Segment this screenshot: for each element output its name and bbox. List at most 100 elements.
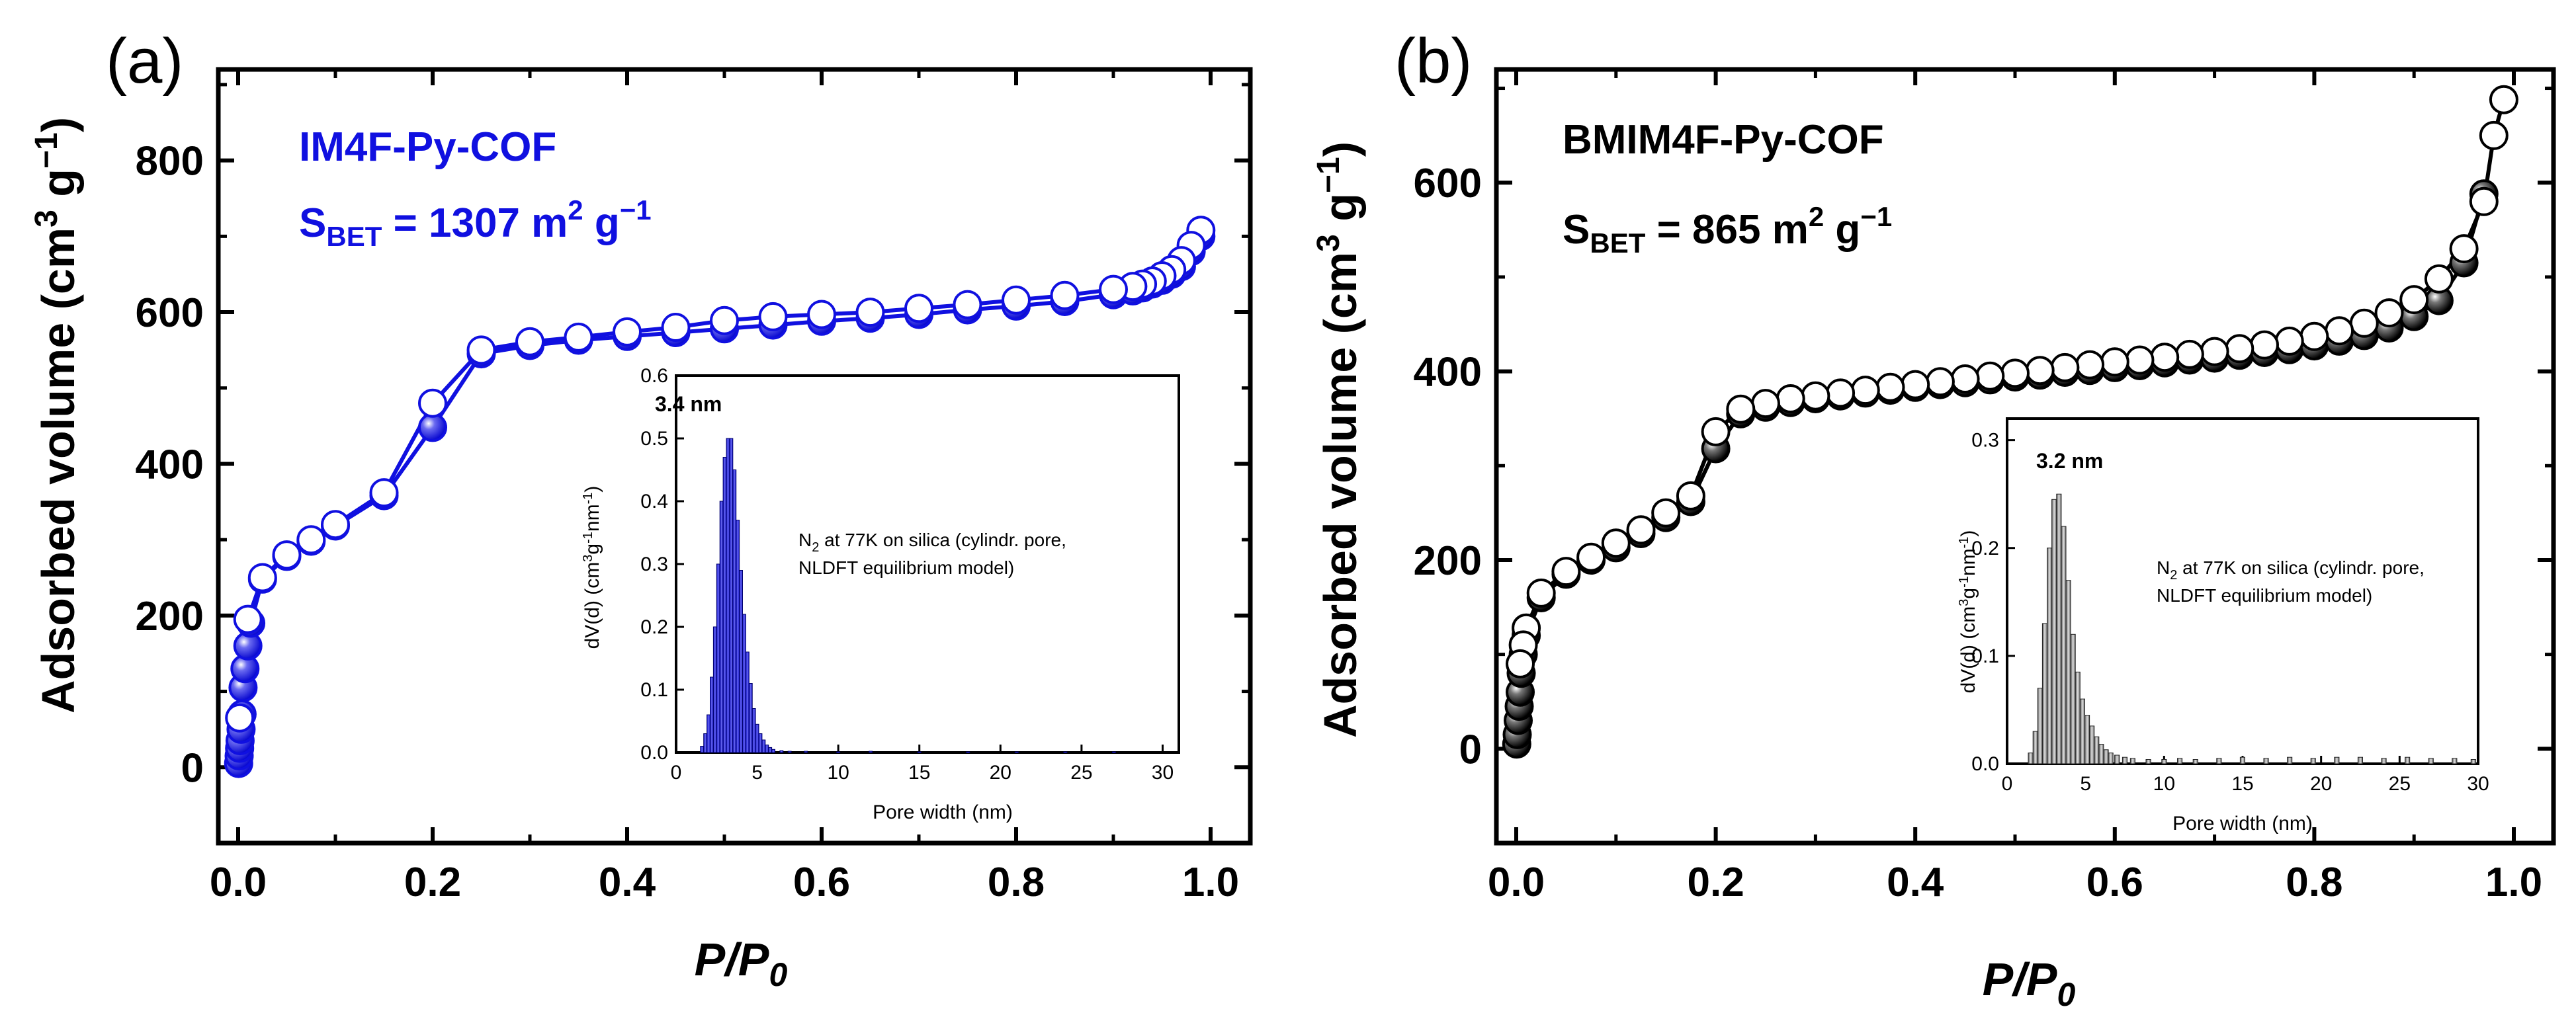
- inset-bar: [2061, 526, 2067, 764]
- panel-a-sbet-unit: g: [583, 200, 620, 246]
- inset-x-tick-label: 0: [2002, 773, 2013, 795]
- panel-a-inset-note-line2: NLDFT equilibrium model): [798, 557, 1014, 578]
- desorption-point: [1875, 372, 1905, 402]
- inset-bar: [1112, 751, 1116, 753]
- panel-a-inset-y-label-exp3: -1: [581, 493, 595, 505]
- panel-b-sbet: SBET = 865 m2 g−1: [1563, 201, 1892, 259]
- panel-a-y-label-exp: 3: [29, 210, 64, 227]
- inset-x-tick-label: 15: [908, 762, 930, 784]
- inset-bar: [707, 714, 710, 753]
- inset-bar: [700, 746, 705, 753]
- inset-bar: [722, 457, 727, 753]
- y-tick-label: 600: [1414, 161, 1482, 206]
- inset-x-tick-label: 10: [2153, 773, 2175, 795]
- panel-a-inset-y-label-g: g: [581, 544, 603, 555]
- panel-a-sbet-exp: 2: [568, 194, 583, 225]
- inset-bar: [2381, 758, 2387, 764]
- panel-b-x-tick-labels: 0.0 0.2 0.4 0.6 0.8 1.0: [1488, 860, 2542, 905]
- y-tick-label: 400: [136, 442, 204, 487]
- panel-a-y-label-main: Adsorbed volume (cm: [32, 227, 84, 713]
- x-tick-label: 0.6: [2086, 860, 2143, 905]
- inset-bar: [761, 739, 766, 753]
- desorption-point: [233, 604, 263, 634]
- inset-frame: [2006, 417, 2479, 765]
- panel-a-axes: [216, 67, 1253, 846]
- inset-bar: [2070, 633, 2076, 764]
- inset-bar: [768, 747, 773, 753]
- inset-bar: [2129, 758, 2135, 764]
- x-tick-label: 0.8: [988, 860, 1045, 905]
- desorption-point: [296, 525, 326, 555]
- desorption-point: [2424, 264, 2454, 294]
- inset-bar: [748, 683, 753, 753]
- inset-bar: [2161, 759, 2167, 764]
- panel-b-inset-y-label-exp2: -1: [1957, 576, 1971, 588]
- y-tick-label: 0: [1459, 727, 1482, 772]
- panel-a-inset-note-sub: 2: [812, 540, 819, 555]
- inset-bar: [2094, 736, 2100, 764]
- inset-bar: [703, 733, 708, 753]
- desorption-point: [2449, 234, 2479, 264]
- y-tick-label: 0: [181, 745, 204, 791]
- inset-bar: [2428, 758, 2434, 764]
- desorption-point: [613, 317, 642, 346]
- inset-bar: [2065, 580, 2071, 764]
- panel-b-y-label-mid: g: [1314, 193, 1366, 234]
- desorption-point: [1975, 361, 2005, 391]
- panel-b-inset-axes: [2006, 417, 2479, 765]
- desorption-point: [515, 327, 544, 356]
- panel-a-inset-axes: [675, 374, 1180, 754]
- desorption-point: [1506, 649, 1535, 678]
- desorption-point: [321, 510, 350, 540]
- panel-a-series-points: [224, 216, 1216, 778]
- inset-bar: [917, 751, 922, 753]
- panel-a-inset-y-tick-labels: 0.0 0.1 0.2 0.3 0.4 0.5 0.6: [640, 365, 668, 764]
- panel-a-inset-y-label-exp2: -1: [581, 532, 595, 544]
- desorption-point: [418, 388, 447, 418]
- inset-bar: [2108, 753, 2114, 764]
- panel-b-sbet-unitexp: −1: [1860, 201, 1892, 232]
- inset-bar: [2405, 756, 2411, 764]
- desorption-point: [710, 305, 739, 335]
- panel-a-inset-y-label-nm: nm: [581, 504, 603, 532]
- panel-b-material-name: BMIM4F-Py-COF: [1563, 117, 1884, 163]
- y-tick-label: 600: [136, 290, 204, 336]
- inset-bar: [729, 438, 734, 753]
- panel-b-inset-peak-label: 3.2 nm: [2036, 449, 2103, 473]
- desorption-point: [953, 290, 982, 319]
- inset-y-tick-label: 0.1: [1971, 645, 1999, 667]
- inset-bar: [2192, 759, 2198, 764]
- desorption-point: [369, 478, 399, 508]
- panel-a-sbet-sub: BET: [326, 221, 382, 252]
- desorption-point: [2125, 345, 2155, 375]
- x-tick-label: 0.0: [210, 860, 267, 905]
- panel-a-y-label-end: ): [32, 117, 84, 132]
- y-tick-label: 200: [1414, 538, 1482, 584]
- x-tick-label: 0.2: [1687, 860, 1744, 905]
- desorption-point: [1526, 578, 1556, 608]
- inset-y-tick-label: 0.0: [1971, 753, 1999, 775]
- panel-b-inset-note-sub: 2: [2170, 568, 2177, 583]
- panel-b-inset: 0 5 10 15 20 25 30 0.0 0.1 0.2 0.3 3.2 nm N2 at 7…: [1957, 417, 2489, 834]
- inset-bar: [755, 723, 759, 753]
- panel-a-y-label: Adsorbed volume (cm3 g−1): [29, 117, 84, 713]
- inset-bar: [758, 733, 763, 753]
- inset-bar: [2310, 758, 2316, 764]
- panel-b-y-label-exp2: −1: [1311, 157, 1346, 193]
- desorption-point: [2399, 285, 2429, 315]
- inset-x-tick-label: 5: [751, 762, 763, 784]
- inset-bar: [2079, 698, 2085, 764]
- inset-bar: [2263, 758, 2269, 764]
- desorption-point: [855, 298, 885, 327]
- inset-x-tick-label: 15: [2231, 773, 2253, 795]
- adsorption-point: [418, 413, 447, 442]
- inset-y-tick-label: 0.2: [640, 616, 668, 638]
- inset-x-tick-label: 30: [1152, 762, 1174, 784]
- panel-b-inset-y-label-nm: nm: [1957, 548, 1979, 576]
- panel-b-y-label-exp: 3: [1311, 234, 1346, 252]
- inset-x-tick-label: 10: [827, 762, 849, 784]
- inset-bar: [732, 469, 737, 753]
- desorption-point: [1850, 376, 1880, 405]
- desorption-point: [904, 294, 933, 323]
- inset-bar: [2287, 756, 2293, 764]
